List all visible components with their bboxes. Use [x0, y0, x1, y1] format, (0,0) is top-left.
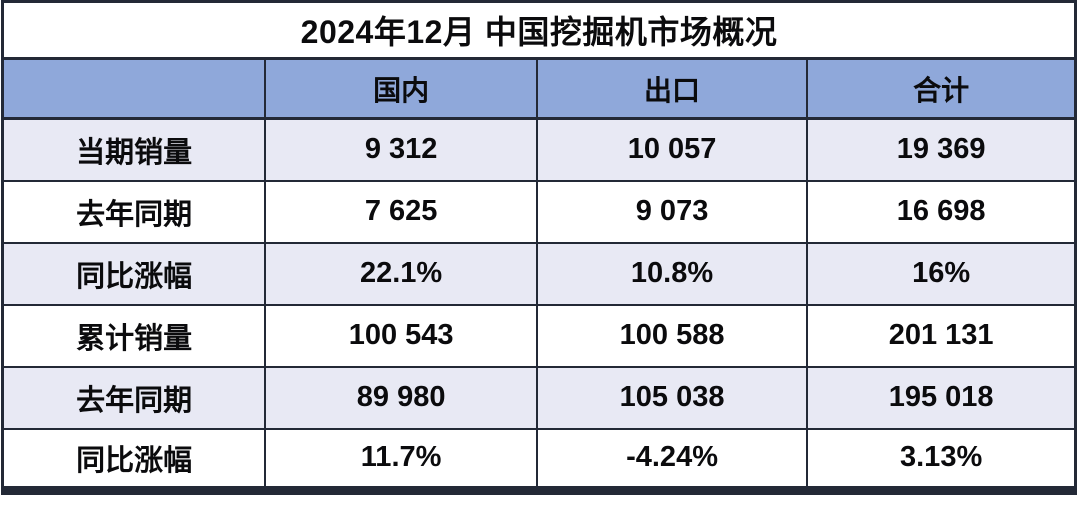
row-label: 同比涨幅 [1, 427, 267, 492]
cell-value: 201 131 [806, 303, 1077, 368]
excavator-market-table: 2024年12月 中国挖掘机市场概况 国内 出口 合计 当期销量 9 312 1… [1, 0, 1077, 495]
page-title: 2024年12月 中国挖掘机市场概况 [1, 0, 1077, 60]
cell-value: 105 038 [535, 365, 809, 430]
cell-value: 89 980 [264, 365, 538, 430]
table-row-current-sales: 当期销量 9 312 10 057 19 369 [1, 117, 1077, 182]
column-header-empty [1, 57, 267, 120]
cell-value: 100 543 [264, 303, 538, 368]
column-header-total: 合计 [806, 57, 1077, 120]
row-label: 累计销量 [1, 303, 267, 368]
cell-value: 100 588 [535, 303, 809, 368]
table-header-row: 国内 出口 合计 [1, 57, 1077, 120]
column-header-domestic: 国内 [264, 57, 538, 120]
cell-value: 16 698 [806, 179, 1077, 244]
market-overview-table-container: 2024年12月 中国挖掘机市场概况 国内 出口 合计 当期销量 9 312 1… [1, 0, 1077, 495]
cell-value: -4.24% [535, 427, 809, 492]
row-label: 当期销量 [1, 117, 267, 182]
cell-value: 11.7% [264, 427, 538, 492]
table-row-cumulative-last-year: 去年同期 89 980 105 038 195 018 [1, 365, 1077, 430]
table-row-cumulative-sales: 累计销量 100 543 100 588 201 131 [1, 303, 1077, 368]
cell-value: 22.1% [264, 241, 538, 306]
cell-value: 195 018 [806, 365, 1077, 430]
table-row-last-year-same-period: 去年同期 7 625 9 073 16 698 [1, 179, 1077, 244]
cell-value: 16% [806, 241, 1077, 306]
cell-value: 7 625 [264, 179, 538, 244]
table-title-row: 2024年12月 中国挖掘机市场概况 [1, 0, 1077, 60]
row-label: 去年同期 [1, 179, 267, 244]
cell-value: 19 369 [806, 117, 1077, 182]
row-label: 同比涨幅 [1, 241, 267, 306]
column-header-export: 出口 [535, 57, 809, 120]
row-label: 去年同期 [1, 365, 267, 430]
cell-value: 3.13% [806, 427, 1077, 492]
cell-value: 9 312 [264, 117, 538, 182]
cell-value: 9 073 [535, 179, 809, 244]
cell-value: 10.8% [535, 241, 809, 306]
cell-value: 10 057 [535, 117, 809, 182]
table-row-yoy-growth: 同比涨幅 22.1% 10.8% 16% [1, 241, 1077, 306]
table-row-cumulative-yoy-growth: 同比涨幅 11.7% -4.24% 3.13% [1, 427, 1077, 492]
